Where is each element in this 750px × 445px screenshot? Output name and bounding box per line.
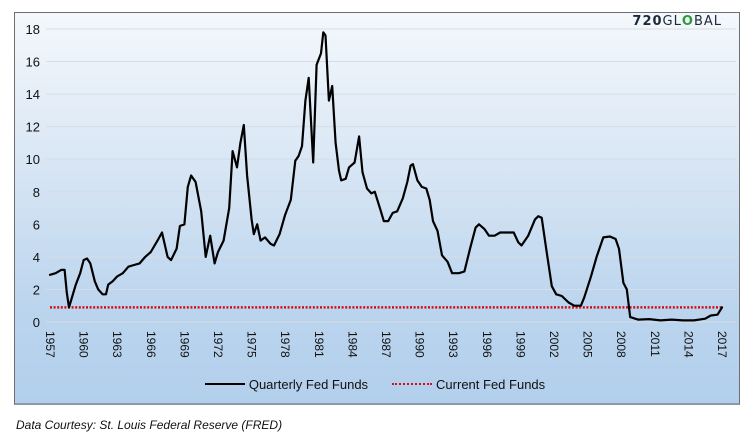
series-lines bbox=[48, 31, 724, 322]
x-tick-label: 1993 bbox=[446, 331, 460, 358]
x-tick-label: 1996 bbox=[480, 331, 494, 358]
y-tick-label: 0 bbox=[33, 315, 40, 330]
solid-line-swatch-icon bbox=[204, 383, 245, 385]
gridlines bbox=[46, 28, 736, 323]
x-tick-label: 1966 bbox=[144, 331, 158, 358]
x-tick-label: 2008 bbox=[614, 331, 628, 358]
x-tick-label: 1987 bbox=[379, 331, 393, 358]
x-tick-label: 1963 bbox=[110, 331, 124, 358]
y-axis-ticks: 0 2 4 6 8 10 12 14 16 18 bbox=[26, 22, 40, 330]
y-tick-label: 18 bbox=[26, 22, 40, 37]
legend-label: Current Fed Funds bbox=[436, 376, 546, 392]
dotted-line-swatch-icon bbox=[392, 383, 433, 385]
x-tick-label: 1969 bbox=[177, 331, 191, 358]
y-tick-label: 2 bbox=[33, 282, 40, 297]
x-tick-label: 1981 bbox=[312, 331, 326, 358]
y-tick-label: 6 bbox=[33, 217, 40, 232]
legend-label: Quarterly Fed Funds bbox=[248, 376, 369, 392]
x-tick-label: 1960 bbox=[77, 331, 91, 358]
y-tick-label: 8 bbox=[33, 185, 40, 200]
720global-logo: 720GLOBAL bbox=[632, 14, 722, 29]
globe-leaf-icon: O bbox=[681, 14, 694, 29]
y-tick-label: 10 bbox=[26, 152, 40, 167]
legend-item-quarterly: Quarterly Fed Funds bbox=[204, 376, 369, 392]
legend-item-current: Current Fed Funds bbox=[392, 377, 545, 392]
x-tick-label: 2005 bbox=[581, 331, 595, 358]
chart-area bbox=[14, 12, 740, 405]
y-tick-label: 4 bbox=[33, 250, 40, 265]
x-tick-label: 2002 bbox=[547, 331, 561, 358]
x-tick-label: 1975 bbox=[245, 331, 259, 358]
x-tick-label: 2011 bbox=[648, 331, 662, 357]
x-tick-label: 2014 bbox=[681, 331, 695, 358]
x-tick-label: 1984 bbox=[345, 331, 359, 358]
x-axis-ticks: 1957 1960 1963 1966 1969 1972 1975 1978 1981 1984… bbox=[43, 331, 729, 358]
series-quarterly-fed-funds bbox=[48, 31, 724, 322]
y-tick-label: 12 bbox=[26, 120, 40, 135]
x-tick-label: 1990 bbox=[413, 331, 427, 358]
y-tick-label: 16 bbox=[26, 55, 40, 70]
y-tick-label: 14 bbox=[26, 87, 40, 102]
source-note: Data Courtesy: St. Louis Federal Reserve… bbox=[16, 418, 283, 432]
x-tick-label: 1957 bbox=[43, 331, 57, 358]
x-tick-label: 2017 bbox=[715, 331, 729, 358]
legend: Quarterly Fed Funds Current Fed Funds bbox=[0, 374, 750, 394]
x-tick-label: 1972 bbox=[211, 331, 225, 358]
x-tick-label: 1978 bbox=[278, 331, 292, 358]
x-tick-label: 1999 bbox=[513, 331, 527, 358]
